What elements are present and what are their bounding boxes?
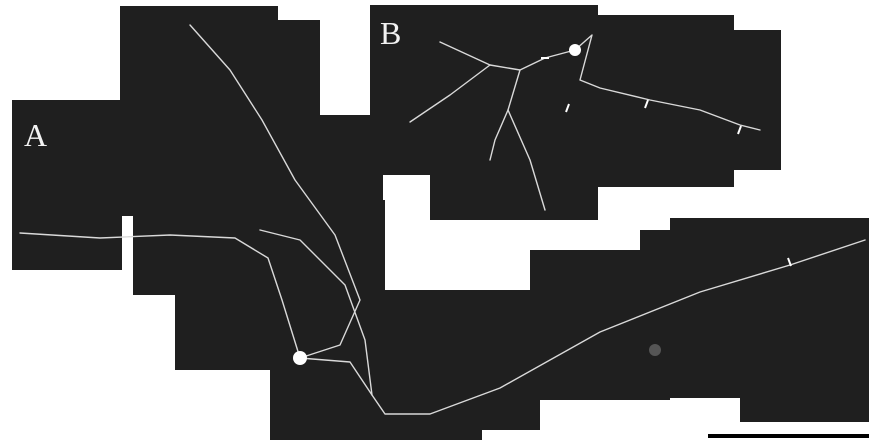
tile xyxy=(270,290,482,440)
debris xyxy=(649,344,661,356)
soma xyxy=(293,351,307,365)
scale-bar xyxy=(708,434,869,438)
tile xyxy=(430,60,598,220)
tile xyxy=(740,380,869,422)
panel-label: B xyxy=(380,15,401,51)
panel-label: A xyxy=(24,117,47,153)
tile xyxy=(670,218,869,398)
tile xyxy=(596,15,734,187)
panel-b-tiles xyxy=(370,5,781,220)
micrograph: A B xyxy=(0,0,869,444)
soma xyxy=(569,44,581,56)
tile xyxy=(732,30,781,170)
